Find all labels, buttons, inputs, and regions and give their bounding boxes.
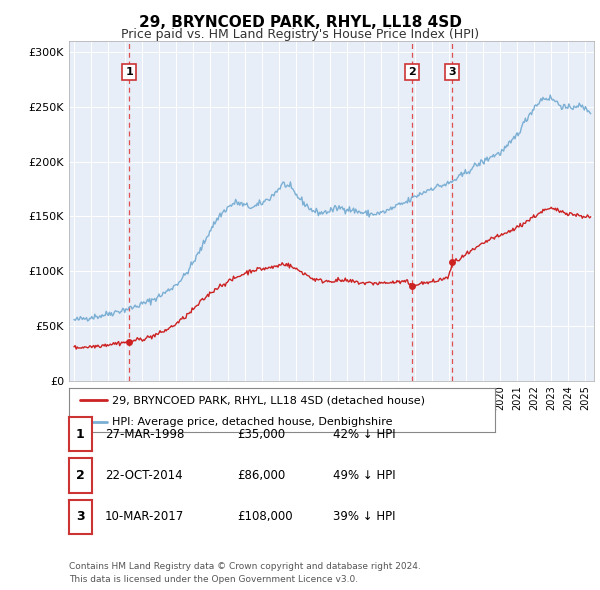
Text: £86,000: £86,000 (237, 469, 285, 482)
Text: 27-MAR-1998: 27-MAR-1998 (105, 428, 184, 441)
Text: 42% ↓ HPI: 42% ↓ HPI (333, 428, 395, 441)
Text: 22-OCT-2014: 22-OCT-2014 (105, 469, 182, 482)
Text: 49% ↓ HPI: 49% ↓ HPI (333, 469, 395, 482)
Text: 1: 1 (125, 67, 133, 77)
Text: 2: 2 (76, 469, 85, 482)
Text: Price paid vs. HM Land Registry's House Price Index (HPI): Price paid vs. HM Land Registry's House … (121, 28, 479, 41)
Text: 29, BRYNCOED PARK, RHYL, LL18 4SD (detached house): 29, BRYNCOED PARK, RHYL, LL18 4SD (detac… (112, 395, 425, 405)
Text: 3: 3 (76, 510, 85, 523)
Text: This data is licensed under the Open Government Licence v3.0.: This data is licensed under the Open Gov… (69, 575, 358, 584)
Text: 39% ↓ HPI: 39% ↓ HPI (333, 510, 395, 523)
Text: 29, BRYNCOED PARK, RHYL, LL18 4SD: 29, BRYNCOED PARK, RHYL, LL18 4SD (139, 15, 461, 30)
Text: 2: 2 (408, 67, 416, 77)
Text: 1: 1 (76, 428, 85, 441)
Text: Contains HM Land Registry data © Crown copyright and database right 2024.: Contains HM Land Registry data © Crown c… (69, 562, 421, 571)
Text: £35,000: £35,000 (237, 428, 285, 441)
Text: 10-MAR-2017: 10-MAR-2017 (105, 510, 184, 523)
Text: £108,000: £108,000 (237, 510, 293, 523)
Text: HPI: Average price, detached house, Denbighshire: HPI: Average price, detached house, Denb… (112, 417, 392, 427)
Text: 3: 3 (449, 67, 456, 77)
